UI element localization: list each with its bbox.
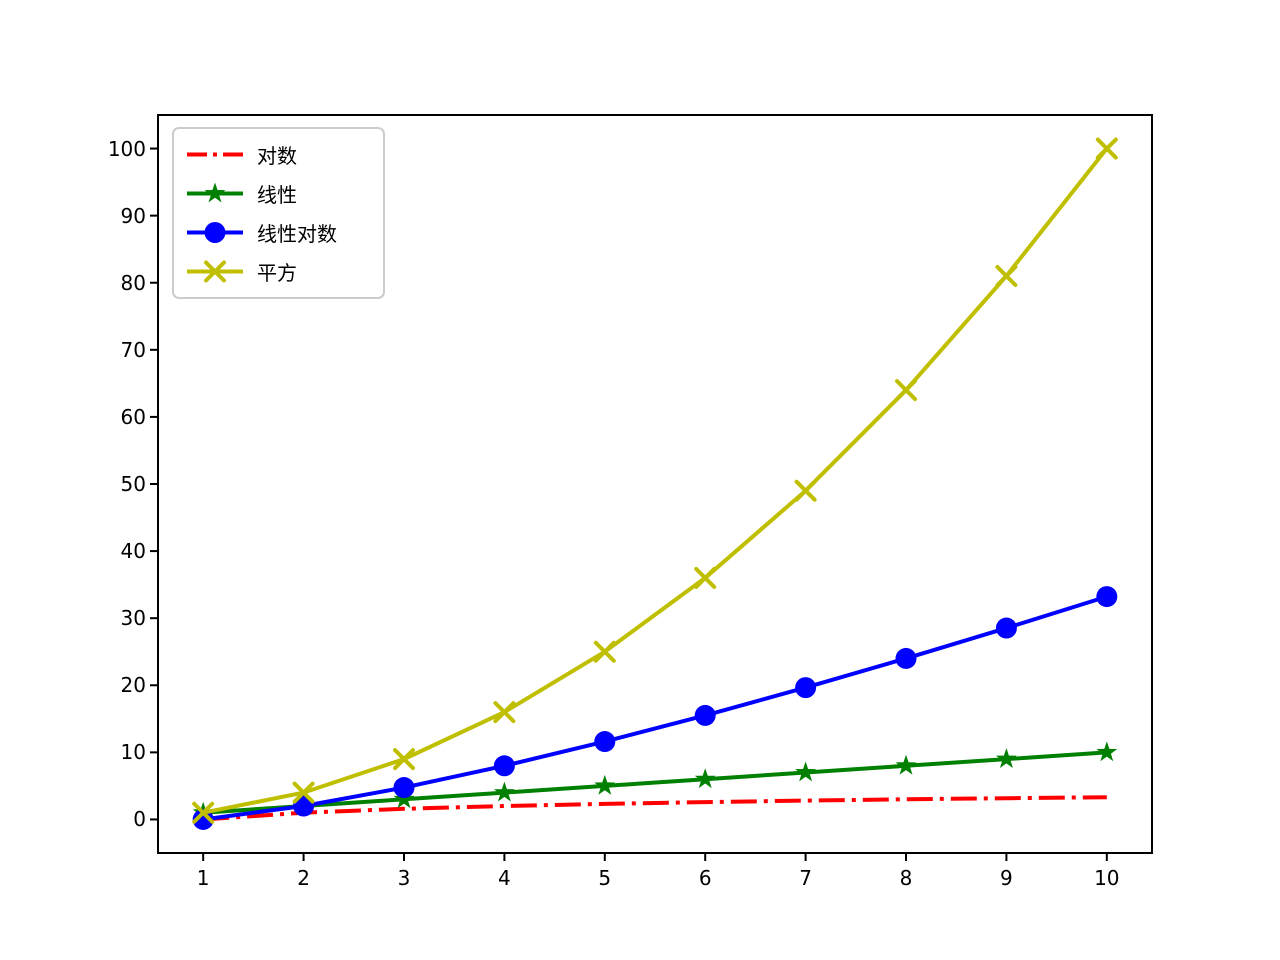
series-line-2 (202, 594, 1108, 822)
series-line-3 (202, 147, 1109, 815)
series-marker-1 (694, 768, 716, 789)
legend-sample-1 (187, 182, 243, 203)
series-line-0 (203, 795, 1107, 822)
legend-item-2: 线性对数 (186, 213, 371, 252)
series-marker-3 (1095, 137, 1118, 160)
x-tick-label: 4 (498, 866, 511, 890)
series-marker-3 (995, 265, 1018, 288)
series-marker-1 (1096, 741, 1118, 762)
series-marker-2 (694, 704, 716, 726)
series-marker-3 (292, 781, 315, 804)
series-line-1 (203, 750, 1107, 815)
y-tick-label: 90 (120, 203, 146, 228)
series-marker-3 (192, 801, 215, 824)
x-tick-label: 7 (799, 866, 812, 890)
legend-label-2: 线性对数 (257, 222, 337, 246)
x-tick-label: 3 (397, 866, 411, 890)
legend-item-1: 线性 (186, 174, 371, 213)
y-tick-label: 30 (120, 606, 146, 631)
legend-label-3: 平方 (257, 261, 297, 285)
series-marker-2 (493, 755, 515, 777)
y-tick-label: 60 (120, 404, 146, 429)
series-marker-2 (594, 731, 616, 753)
series-marker-2 (192, 808, 214, 830)
y-tick-label: 80 (120, 270, 146, 295)
series-marker-1 (393, 788, 415, 809)
series-marker-1 (995, 748, 1017, 768)
legend-sample-2 (187, 222, 243, 243)
legend: 对数线性线性对数平方 (172, 127, 385, 299)
legend-label-0: 对数 (257, 144, 297, 168)
y-tick-label: 10 (120, 740, 146, 765)
series-marker-3 (694, 566, 717, 589)
legend-label-1: 线性 (257, 183, 297, 207)
x-tick-label: 6 (698, 866, 712, 890)
legend-sample-3 (187, 260, 243, 283)
y-tick-label: 100 (107, 136, 146, 161)
y-tick-label: 0 (133, 807, 146, 832)
legend-sample-0 (187, 152, 243, 157)
y-tick-label: 70 (120, 337, 146, 362)
legend-marker-1 (204, 182, 226, 203)
y-tick-label: 40 (120, 539, 146, 564)
series-marker-3 (895, 379, 918, 402)
x-tick-label: 5 (598, 866, 612, 890)
y-tick-label: 50 (120, 472, 146, 496)
x-tick-label: 10 (1094, 866, 1120, 890)
series-marker-2 (393, 777, 415, 799)
legend-item-3: 平方 (186, 252, 371, 291)
series-marker-3 (794, 479, 817, 502)
x-tick-label: 8 (899, 866, 913, 890)
series-marker-3 (493, 701, 516, 724)
series-marker-2 (293, 795, 315, 817)
y-tick-label: 20 (120, 673, 146, 698)
x-tick-label: 1 (196, 866, 210, 890)
x-tick-label: 2 (297, 866, 310, 890)
series-marker-1 (594, 774, 616, 795)
series-marker-2 (895, 647, 917, 669)
legend-marker-3 (204, 260, 226, 283)
series-marker-2 (795, 677, 817, 699)
series-marker-3 (593, 640, 616, 663)
x-tick-label: 9 (1000, 866, 1013, 890)
legend-marker-2 (204, 222, 226, 243)
series-marker-1 (493, 781, 515, 802)
series-marker-2 (1096, 586, 1118, 608)
series-marker-1 (895, 754, 917, 775)
legend-item-0: 对数 (186, 135, 371, 174)
series-marker-3 (392, 748, 415, 771)
series-marker-1 (795, 761, 817, 782)
series-marker-2 (995, 617, 1017, 639)
